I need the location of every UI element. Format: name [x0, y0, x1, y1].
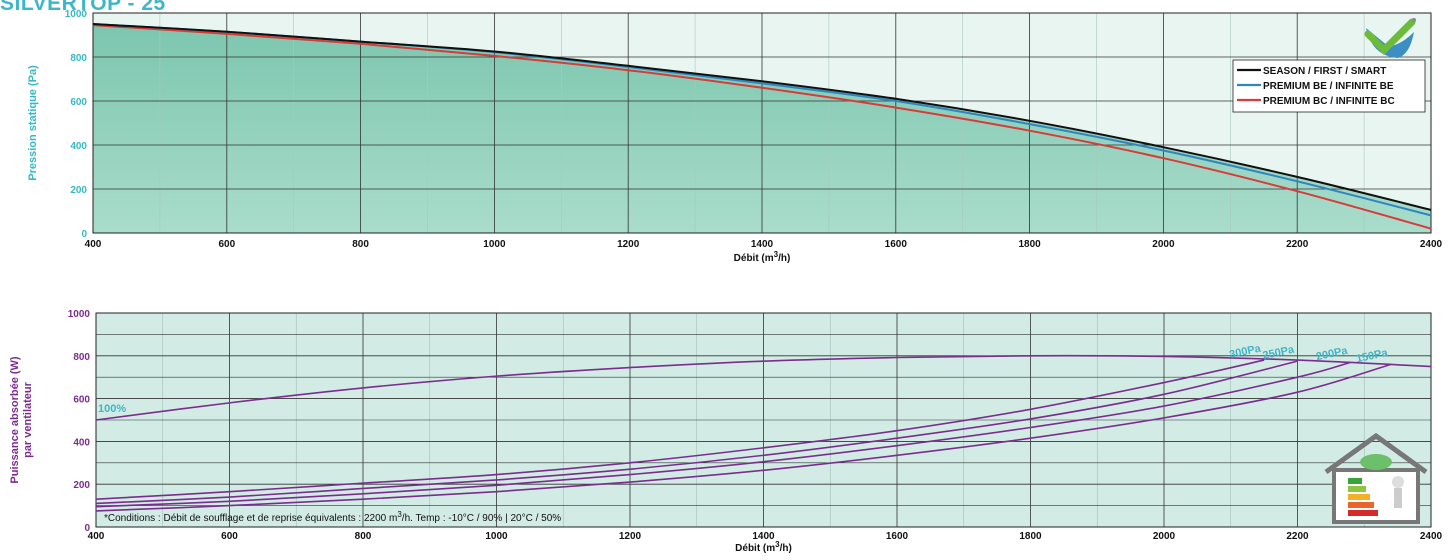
x-tick-label: 600 [221, 531, 238, 542]
page-title: SILVERTOP - 25 [0, 0, 166, 15]
series-line [95, 361, 1352, 508]
x-tick-label: 1600 [885, 239, 908, 250]
x-tick-label: 2400 [1420, 531, 1443, 542]
series-label: 100% [98, 403, 126, 415]
x-tick-label: 400 [88, 531, 105, 542]
y-tick-label: 200 [73, 480, 90, 491]
series-line [92, 23, 1432, 211]
series-line [95, 363, 1392, 512]
series-line [95, 354, 1432, 421]
y-tick-label: 200 [70, 185, 87, 196]
y-tick-label: 400 [73, 437, 90, 448]
x-tick-label: 1200 [619, 531, 642, 542]
x-tick-label: 2200 [1286, 531, 1309, 542]
footnote: *Conditions : Débit de soufflage et de r… [104, 510, 561, 525]
y-tick-label: 400 [70, 141, 87, 152]
legend-box [1232, 59, 1426, 113]
y-tick-label: 1000 [65, 9, 88, 20]
x-tick-label: 600 [218, 239, 235, 250]
legend-label: SEASON / FIRST / SMART [1263, 66, 1386, 77]
x-tick-label: 1800 [1019, 531, 1042, 542]
legend-label: PREMIUM BC / INFINITE BC [1263, 96, 1395, 107]
x-tick-label: 2200 [1286, 239, 1309, 250]
x-tick-label: 1400 [751, 239, 774, 250]
y-tick-label: 600 [73, 395, 90, 406]
series-line [95, 360, 1298, 505]
x-tick-label: 800 [352, 239, 369, 250]
x-tick-label: 2000 [1152, 239, 1175, 250]
energy-label-house-icon [1324, 432, 1428, 524]
plot-border [92, 12, 1432, 234]
x-tick-label: 800 [355, 531, 372, 542]
x-tick-label: 1600 [886, 531, 909, 542]
power-chart: 400 600 800 1000 1200 1400 1600 1800 2000 2200 240… [9, 309, 1443, 554]
x-tick-label: 2400 [1420, 239, 1443, 250]
x-tick-label: 2000 [1153, 531, 1176, 542]
y-axis-label: Puissance absorbée (W) [9, 356, 21, 483]
series-line [95, 359, 1265, 500]
x-axis-label: Débit (m3/h) [735, 540, 792, 555]
y-tick-label: 0 [81, 229, 87, 240]
legend-label: PREMIUM BE / INFINITE BE [1263, 81, 1394, 92]
y-tick-label: 1000 [68, 309, 91, 320]
x-tick-label: 1000 [485, 531, 508, 542]
pressure-chart: 400 600 800 1000 1200 1400 1600 1800 2000 2200 240… [27, 9, 1443, 264]
x-tick-label: 1200 [617, 239, 640, 250]
checkmark-badge-icon [1364, 18, 1416, 58]
x-tick-label: 1000 [483, 239, 506, 250]
y-axis-label: Pression statique (Pa) [27, 65, 39, 181]
y-axis-label: par ventilateur [22, 381, 34, 458]
y-tick-label: 0 [84, 523, 90, 534]
y-tick-label: 600 [70, 97, 87, 108]
x-tick-label: 1400 [752, 531, 775, 542]
series-line [92, 24, 1432, 230]
y-tick-label: 800 [70, 53, 87, 64]
y-tick-label: 800 [73, 352, 90, 363]
x-tick-label: 1800 [1018, 239, 1041, 250]
x-tick-label: 400 [85, 239, 102, 250]
x-axis-label: Débit (m3/h) [734, 250, 791, 265]
